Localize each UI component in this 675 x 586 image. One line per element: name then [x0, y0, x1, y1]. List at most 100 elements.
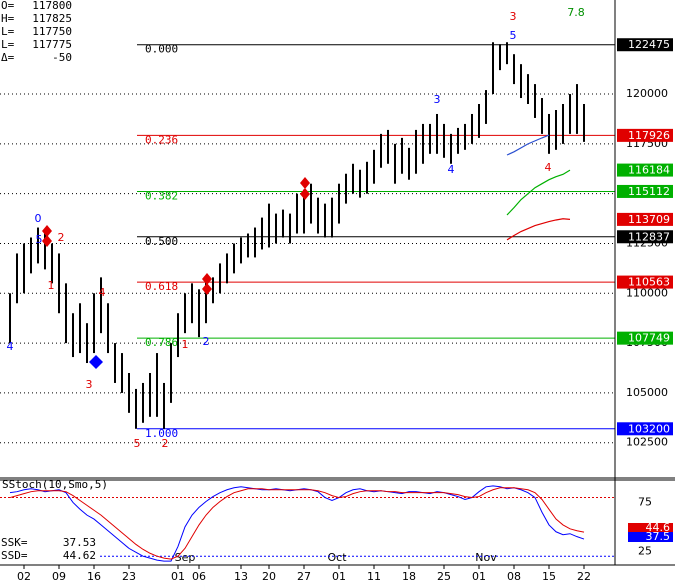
price-box: [617, 212, 673, 226]
x-tick-label: 15: [542, 570, 556, 583]
wave-label: 1: [182, 338, 189, 351]
wave-label: 2: [162, 437, 169, 450]
x-tick-label: 23: [122, 570, 136, 583]
marker-diamond: [202, 283, 212, 295]
fib-label: 0.500: [145, 235, 178, 248]
x-tick-label: 02: [17, 570, 31, 583]
wave-label: 2: [58, 231, 65, 244]
value-box-label: 37.5: [646, 530, 671, 543]
moving-average: [506, 169, 571, 216]
x-tick-label: 01: [171, 570, 185, 583]
y-tick-label: 110000: [626, 286, 668, 299]
wave-label: 4: [545, 161, 552, 174]
price-box: [617, 422, 673, 436]
price-box: [617, 38, 673, 52]
legend-value: 37.53: [63, 536, 96, 549]
info-value: 117750: [32, 25, 72, 38]
wave-label: 5: [36, 233, 43, 246]
price-box-label: 110563: [628, 276, 670, 289]
y-tick-label: 75: [638, 495, 652, 508]
x-tick-label: 27: [297, 570, 311, 583]
x-tick-label: 08: [507, 570, 521, 583]
marker-diamond: [42, 235, 52, 247]
price-box-label: 107749: [628, 332, 670, 345]
value-box: [628, 523, 673, 533]
moving-average: [506, 134, 550, 156]
info-value: 117775: [32, 38, 72, 51]
wave-label: 3: [510, 10, 517, 23]
info-label: L=: [1, 25, 15, 38]
value-box-label: 44.6: [646, 521, 671, 534]
wave-label: 1: [48, 279, 55, 292]
info-label: H=: [1, 12, 15, 25]
month-label: Nov: [475, 551, 497, 564]
wave-label: 3: [434, 93, 441, 106]
wave-label: 5: [510, 29, 517, 42]
x-tick-label: 13: [234, 570, 248, 583]
month-label: Oct: [327, 551, 347, 564]
price-box: [617, 275, 673, 289]
wave-label: 0: [35, 212, 42, 225]
price-box-label: 122475: [628, 38, 670, 51]
x-tick-label: 20: [262, 570, 276, 583]
marker-diamond: [42, 225, 52, 237]
x-tick-label: 25: [437, 570, 451, 583]
price-box-label: 115112: [628, 185, 670, 198]
marker-diamond: [300, 177, 310, 189]
x-tick-label: 22: [577, 570, 591, 583]
y-tick-label: 25: [638, 544, 652, 557]
info-label: L=: [1, 38, 15, 51]
fib-label: 0.786: [145, 336, 178, 349]
marker-diamond: [89, 355, 103, 369]
x-tick-label: 09: [52, 570, 66, 583]
marker-diamond: [202, 273, 212, 285]
x-tick-label: 01: [472, 570, 486, 583]
marker-diamond: [300, 188, 310, 200]
stoch-title: SStoch(10,Smo,5): [2, 478, 108, 491]
legend-bg: [0, 550, 98, 563]
info-box: [0, 0, 75, 65]
wave-label: 3: [86, 378, 93, 391]
wave-label: 2: [203, 335, 210, 348]
x-tick-label: 16: [87, 570, 101, 583]
info-value: 117800: [32, 0, 72, 12]
price-box-label: 117926: [628, 129, 670, 142]
info-label: Δ=: [1, 51, 15, 64]
legend-name: SSD=: [1, 549, 28, 562]
price-box: [617, 184, 673, 198]
wave-label: 4: [7, 340, 14, 353]
x-tick-label: 06: [192, 570, 206, 583]
x-tick-label: 18: [402, 570, 416, 583]
price-box-label: 116184: [628, 164, 670, 177]
legend-value: 44.62: [63, 549, 96, 562]
x-tick-label: 01: [332, 570, 346, 583]
stoch-line: [9, 487, 585, 560]
y-tick-label: 105000: [626, 386, 668, 399]
wave-label: 4: [99, 286, 106, 299]
wave-label: 5: [134, 437, 141, 450]
moving-average: [506, 218, 571, 241]
legend-bg: [0, 537, 98, 550]
fib-label: 0.000: [145, 43, 178, 56]
fib-label: 1.000: [145, 427, 178, 440]
info-label: O=: [1, 0, 15, 12]
wave-label: 7.8: [567, 6, 585, 19]
x-tick-label: 11: [367, 570, 381, 583]
legend-name: SSK=: [1, 536, 28, 549]
price-box: [617, 331, 673, 345]
fib-label: 0.382: [145, 189, 178, 202]
info-value: -50: [52, 51, 72, 64]
info-value: 117825: [32, 12, 72, 25]
price-box: [617, 128, 673, 142]
y-tick-label: 120000: [626, 87, 668, 100]
price-box: [617, 163, 673, 177]
price-box-label: 103200: [628, 422, 670, 435]
month-label: Sep: [175, 551, 196, 564]
y-tick-label: 102500: [626, 436, 668, 449]
price-box-label: 113709: [628, 213, 670, 226]
fib-label: 0.236: [145, 133, 178, 146]
price-box-label: 112837: [628, 230, 670, 243]
value-box: [628, 532, 673, 542]
